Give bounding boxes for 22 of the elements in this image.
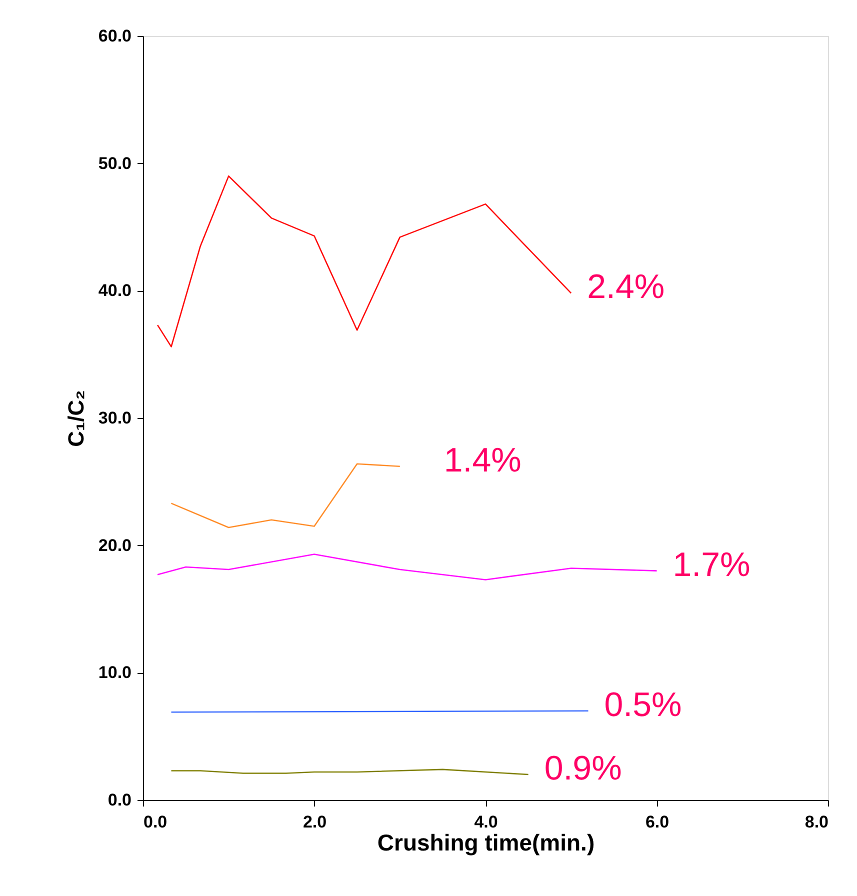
y-tick-label: 20.0 — [98, 536, 132, 555]
y-tick-label: 0.0 — [108, 790, 132, 810]
y-tick-label: 10.0 — [98, 663, 132, 682]
x-tick-label: 0.0 — [144, 812, 168, 832]
x-tick-label: 8.0 — [804, 812, 828, 832]
y-tick-label: 30.0 — [98, 408, 132, 428]
x-axis-title: Crushing time(min.) — [377, 830, 595, 856]
line-series — [156, 554, 658, 580]
series-label: 0.9% — [544, 750, 622, 788]
series-label: 0.5% — [604, 686, 682, 724]
line-series — [156, 175, 572, 348]
x-tick-label: 2.0 — [302, 812, 327, 832]
y-tick-label: 50.0 — [98, 154, 132, 173]
y-axis-title: C₁/C₂ — [63, 390, 88, 447]
x-tick-label: 6.0 — [645, 812, 670, 832]
y-tick-label: 40.0 — [98, 281, 132, 300]
y-tick-label: 60.0 — [98, 26, 132, 46]
line-series — [170, 463, 401, 528]
series-label: 1.4% — [444, 441, 522, 480]
series-label: 1.7% — [672, 546, 750, 584]
x-tick-label: 4.0 — [474, 812, 498, 832]
series-label: 2.4% — [587, 268, 665, 306]
